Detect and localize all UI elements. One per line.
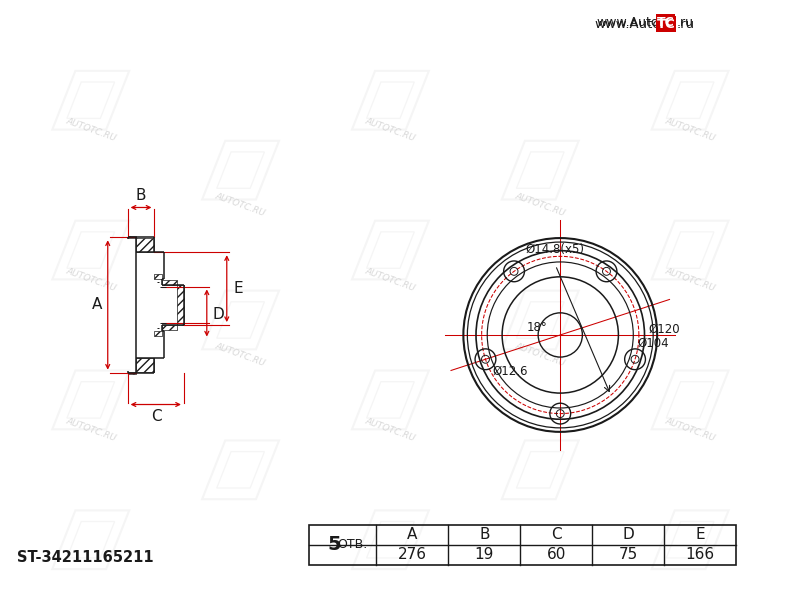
Text: E: E — [695, 527, 705, 542]
Text: D: D — [213, 307, 225, 322]
Text: ОТВ.: ОТВ. — [338, 538, 368, 551]
Bar — [656, 16, 676, 32]
Text: 75: 75 — [618, 547, 638, 562]
Text: 5: 5 — [328, 535, 342, 554]
Text: B: B — [479, 527, 490, 542]
Text: AUTOTC.RU: AUTOTC.RU — [364, 267, 417, 293]
Text: AUTOTC.RU: AUTOTC.RU — [664, 267, 717, 293]
Text: AUTOTC.RU: AUTOTC.RU — [64, 117, 117, 143]
Text: TC: TC — [657, 18, 675, 31]
Text: ST-34211165211: ST-34211165211 — [18, 550, 154, 565]
Text: AUTOTC.RU: AUTOTC.RU — [214, 341, 267, 368]
Bar — [309, 525, 736, 565]
Text: C: C — [151, 409, 162, 424]
Bar — [154, 331, 162, 337]
Text: www.Auto: www.Auto — [596, 16, 658, 29]
Text: Ø14.8(x5): Ø14.8(x5) — [526, 243, 585, 256]
Bar — [162, 325, 177, 330]
Bar — [136, 238, 154, 253]
Text: 276: 276 — [398, 547, 427, 562]
Text: 19: 19 — [474, 547, 494, 562]
Text: 18°: 18° — [526, 322, 547, 334]
Bar — [154, 274, 162, 278]
Text: A: A — [91, 298, 102, 313]
Text: Ø104: Ø104 — [638, 337, 669, 349]
Bar — [128, 371, 136, 374]
Text: .ru: .ru — [676, 16, 693, 29]
Text: C: C — [551, 527, 562, 542]
Text: Ø12.6: Ø12.6 — [493, 365, 528, 377]
Text: AUTOTC.RU: AUTOTC.RU — [64, 267, 117, 293]
Text: AUTOTC.RU: AUTOTC.RU — [214, 192, 267, 218]
Text: E: E — [234, 281, 243, 296]
Bar — [136, 358, 154, 371]
Bar — [128, 236, 136, 238]
Text: www.Auto: www.Auto — [594, 18, 661, 31]
Text: 166: 166 — [686, 547, 714, 562]
Text: AUTOTC.RU: AUTOTC.RU — [64, 416, 117, 443]
Text: AUTOTC.RU: AUTOTC.RU — [514, 192, 566, 218]
Text: 60: 60 — [546, 547, 566, 562]
Text: Ø120: Ø120 — [649, 322, 680, 335]
Text: B: B — [136, 188, 146, 203]
Text: D: D — [622, 527, 634, 542]
Text: TC: TC — [657, 16, 674, 29]
Text: A: A — [407, 527, 418, 542]
Bar — [162, 280, 177, 285]
Text: AUTOTC.RU: AUTOTC.RU — [364, 416, 417, 443]
Text: AUTOTC.RU: AUTOTC.RU — [664, 117, 717, 143]
Bar — [656, 14, 675, 29]
Text: AUTOTC.RU: AUTOTC.RU — [514, 341, 566, 368]
Bar — [177, 285, 184, 325]
Text: AUTOTC.RU: AUTOTC.RU — [664, 416, 717, 443]
Text: AUTOTC.RU: AUTOTC.RU — [364, 117, 417, 143]
Text: .ru: .ru — [676, 18, 694, 31]
